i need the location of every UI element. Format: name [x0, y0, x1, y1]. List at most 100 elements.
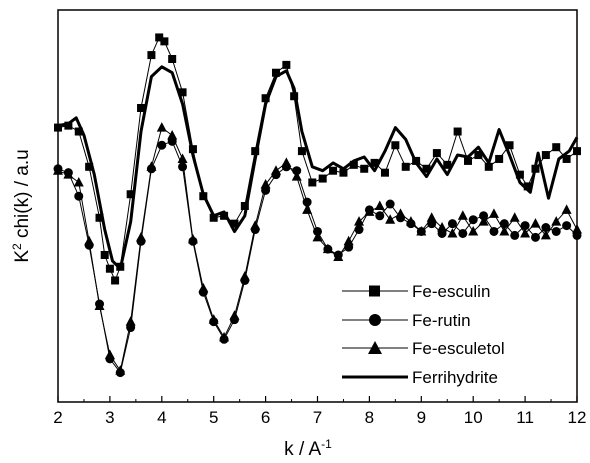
data-point-triangle [530, 218, 541, 228]
data-point-triangle [250, 220, 261, 230]
data-point-square [178, 88, 187, 97]
legend-item-fe-esculetol: Fe-esculetol [342, 339, 505, 358]
data-point-square [100, 251, 109, 259]
legend-marker-square [369, 285, 380, 297]
data-point-square [432, 149, 441, 158]
data-point-square [261, 94, 270, 103]
data-point-square [515, 170, 524, 179]
data-point-square [209, 213, 218, 222]
data-point-circle [541, 223, 551, 233]
data-point-triangle [457, 210, 468, 220]
series-line-ferrihydrite [57, 65, 579, 271]
data-point-triangle [125, 316, 136, 326]
data-point-circle [178, 162, 188, 172]
data-point-triangle [302, 204, 313, 214]
legend-label-fe-rutin: Fe-rutin [412, 311, 471, 330]
data-point-square [318, 174, 327, 183]
data-point-square [562, 154, 571, 163]
data-point-triangle [395, 208, 406, 218]
data-point-triangle [405, 216, 416, 226]
x-tick-label: 7 [313, 408, 322, 427]
data-point-square [349, 160, 358, 169]
data-point-triangle [426, 212, 437, 222]
data-point-triangle [229, 310, 240, 320]
data-point-square [308, 178, 317, 187]
data-point-triangle [281, 157, 292, 167]
data-point-square [541, 151, 550, 160]
data-point-circle [313, 226, 322, 236]
x-tick-label: 8 [365, 408, 374, 427]
data-point-circle [520, 221, 530, 231]
data-point-triangle [488, 208, 499, 218]
x-tick-label: 2 [53, 408, 62, 427]
legend-label-fe-esculin: Fe-esculin [412, 282, 490, 301]
x-tick-label: 6 [261, 408, 270, 427]
data-point-square [95, 213, 104, 222]
data-point-triangle [73, 176, 84, 187]
data-point-square [523, 182, 532, 191]
data-point-triangle [291, 171, 302, 181]
data-point-triangle [312, 231, 323, 242]
data-point-square [453, 127, 462, 136]
data-point-square [495, 154, 504, 163]
data-point-triangle [136, 231, 147, 242]
data-point-square [271, 68, 280, 77]
x-tick-label: 3 [105, 408, 114, 427]
x-tick-label: 10 [464, 408, 483, 427]
data-point-triangle [146, 161, 157, 171]
data-point-square [297, 147, 306, 156]
data-point-square [380, 168, 389, 177]
data-point-triangle [478, 216, 489, 226]
series-fe-esculin [54, 33, 581, 285]
data-point-square [230, 219, 239, 228]
data-point-square [422, 164, 431, 173]
data-point-square [464, 156, 473, 165]
series-ferrihydrite [57, 65, 579, 271]
data-point-square [339, 168, 348, 177]
data-point-circle [458, 228, 468, 238]
data-point-circle [354, 225, 364, 235]
data-point-circle [551, 226, 561, 236]
x-axis-ticks: 2 3 4 5 6 7 8 9 10 11 12 [53, 396, 586, 427]
data-point-square [54, 123, 62, 132]
data-point-square [360, 164, 369, 173]
data-point-square [160, 37, 169, 46]
legend-marker-circle [369, 314, 381, 326]
data-point-square [126, 190, 135, 199]
x-tick-label: 9 [417, 408, 426, 427]
data-point-triangle [540, 229, 551, 240]
data-point-triangle [551, 216, 562, 226]
data-point-square [573, 147, 581, 156]
data-point-square [137, 104, 146, 112]
data-point-triangle [572, 224, 582, 234]
data-point-circle [468, 215, 478, 225]
data-point-circle [447, 219, 457, 229]
data-point-triangle [239, 271, 250, 281]
data-point-triangle [53, 165, 63, 175]
data-point-circle [157, 140, 167, 150]
data-point-triangle [343, 235, 354, 246]
data-point-triangle [104, 349, 115, 359]
data-point-triangle [354, 216, 365, 226]
data-point-square [85, 162, 94, 171]
y-axis-label: K2 chi(k) / a.u [10, 149, 33, 262]
data-point-square [401, 162, 410, 171]
data-point-triangle [219, 331, 230, 342]
data-point-triangle [561, 204, 572, 214]
data-point-circle [375, 211, 385, 221]
data-point-triangle [333, 251, 344, 261]
data-point-triangle [416, 225, 427, 236]
data-point-square [282, 60, 291, 69]
data-point-triangle [208, 314, 219, 324]
data-point-triangle [437, 222, 448, 232]
data-point-triangle [115, 365, 126, 375]
data-point-triangle [198, 282, 209, 293]
legend-item-fe-esculin: Fe-esculin [342, 282, 490, 301]
x-axis-label: k / A-1 [284, 437, 332, 460]
data-point-square [484, 162, 493, 171]
data-point-triangle [468, 225, 479, 236]
data-point-triangle [260, 178, 271, 189]
data-point-square [168, 55, 177, 63]
data-point-circle [479, 211, 489, 221]
data-point-square [552, 143, 561, 152]
